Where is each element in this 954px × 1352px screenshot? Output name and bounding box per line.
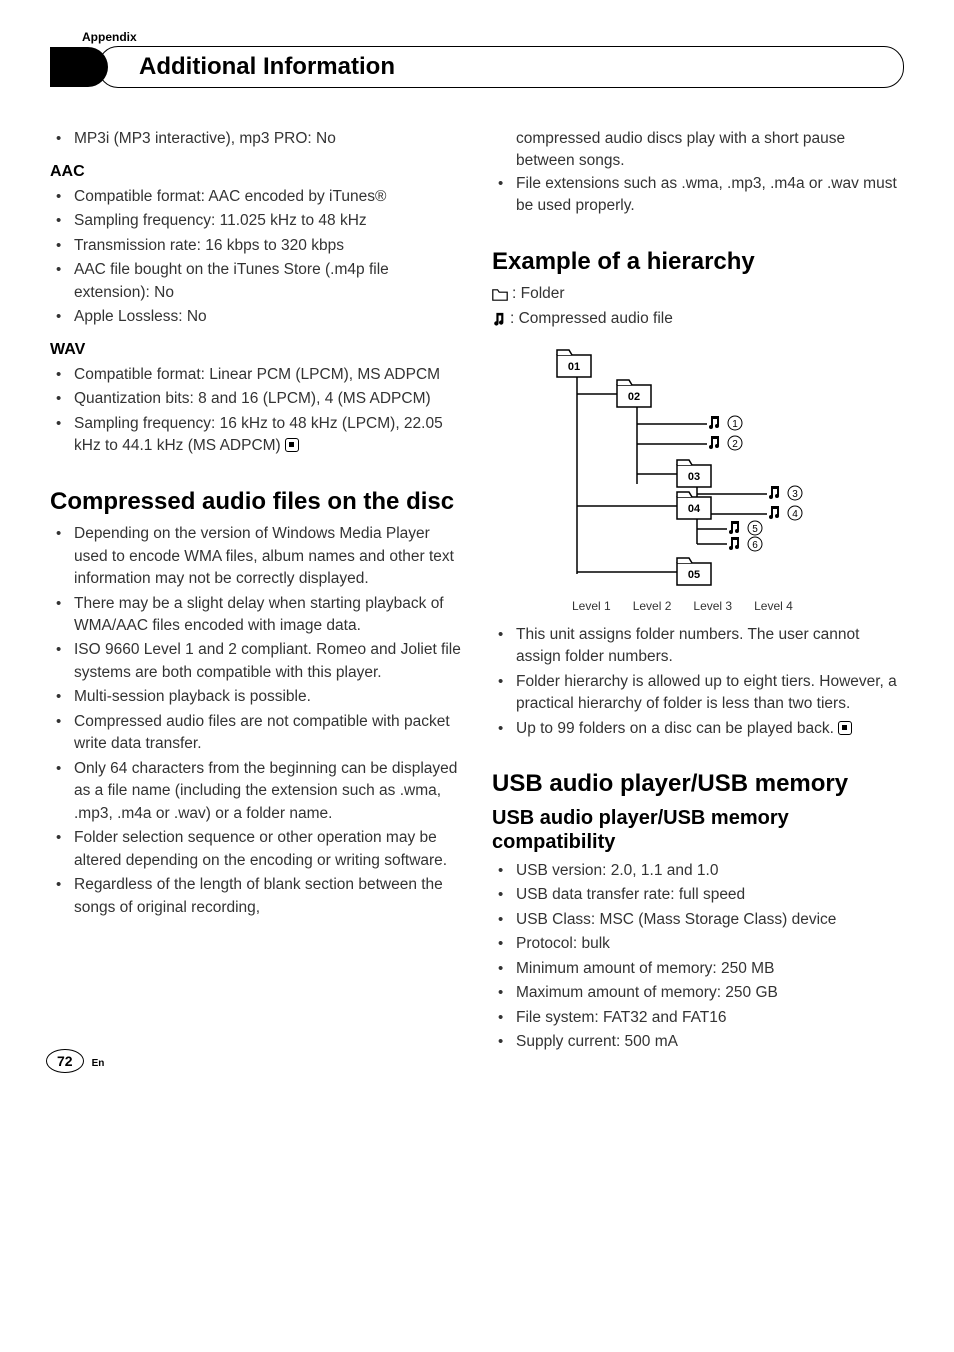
list-item: Minimum amount of memory: 250 MB [492, 958, 904, 980]
list-item: Only 64 characters from the beginning ca… [50, 758, 462, 825]
list-item: Transmission rate: 16 kbps to 320 kbps [50, 235, 462, 257]
lang-label: En [92, 1058, 105, 1069]
list-item: Apple Lossless: No [50, 306, 462, 328]
level-label: Level 3 [693, 598, 732, 615]
list-item: Quantization bits: 8 and 16 (LPCM), 4 (M… [50, 388, 462, 410]
level-labels: Level 1 Level 2 Level 3 Level 4 [572, 598, 904, 615]
stop-icon [838, 721, 852, 735]
svg-text:01: 01 [568, 361, 580, 373]
svg-text:03: 03 [688, 471, 700, 483]
usb-heading: USB audio player/USB memory [492, 770, 904, 798]
list-item: Multi-session playback is possible. [50, 686, 462, 708]
wav-heading: WAV [50, 338, 462, 361]
list-item: This unit assigns folder numbers. The us… [492, 624, 904, 669]
legend-file-label: : Compressed audio file [510, 308, 673, 330]
list-item: Up to 99 folders on a disc can be played… [492, 718, 904, 740]
hierarchy-heading: Example of a hierarchy [492, 248, 904, 276]
svg-text:3: 3 [792, 489, 798, 500]
list-item: Depending on the version of Windows Medi… [50, 523, 462, 590]
list-item: USB version: 2.0, 1.1 and 1.0 [492, 860, 904, 882]
right-column: compressed audio discs play with a short… [492, 128, 904, 1055]
title-container: Additional Information [98, 46, 904, 88]
header-bar: Additional Information [50, 46, 904, 88]
list-item: Compatible format: AAC encoded by iTunes… [50, 186, 462, 208]
list-item: File extensions such as .wma, .mp3, .m4a… [492, 173, 904, 218]
level-label: Level 1 [572, 598, 611, 615]
left-column: MP3i (MP3 interactive), mp3 PRO: No AAC … [50, 128, 462, 1055]
legend-folder: : Folder [492, 283, 904, 305]
page-number: 72 [46, 1049, 84, 1073]
list-item: Regardless of the length of blank sectio… [50, 874, 462, 919]
aac-heading: AAC [50, 160, 462, 183]
list-item: Compressed audio files are not compatibl… [50, 711, 462, 756]
legend-file: : Compressed audio file [492, 308, 904, 330]
list-item: USB Class: MSC (Mass Storage Class) devi… [492, 909, 904, 931]
appendix-label: Appendix [50, 30, 904, 44]
list-item: Sampling frequency: 11.025 kHz to 48 kHz [50, 210, 462, 232]
svg-text:6: 6 [752, 540, 758, 551]
continuation-text: compressed audio discs play with a short… [492, 128, 904, 173]
page-number-badge: 72 En [46, 1049, 104, 1073]
list-item: Compatible format: Linear PCM (LPCM), MS… [50, 364, 462, 386]
list-item: File system: FAT32 and FAT16 [492, 1007, 904, 1029]
list-item: Sampling frequency: 16 kHz to 48 kHz (LP… [50, 413, 462, 458]
list-item: Folder hierarchy is allowed up to eight … [492, 671, 904, 716]
svg-text:5: 5 [752, 524, 758, 535]
stop-icon [285, 438, 299, 452]
music-note-icon [492, 311, 506, 327]
list-item: Supply current: 500 mA [492, 1031, 904, 1053]
svg-text:02: 02 [628, 391, 640, 403]
legend-folder-label: : Folder [512, 283, 565, 305]
list-item: MP3i (MP3 interactive), mp3 PRO: No [50, 128, 462, 150]
list-item: AAC file bought on the iTunes Store (.m4… [50, 259, 462, 304]
list-item: Protocol: bulk [492, 933, 904, 955]
page-title: Additional Information [119, 53, 883, 81]
level-label: Level 2 [633, 598, 672, 615]
svg-text:1: 1 [732, 419, 738, 430]
compressed-heading: Compressed audio files on the disc [50, 488, 462, 516]
usb-subheading: USB audio player/USB memory compatibilit… [492, 806, 904, 854]
folder-icon [492, 289, 508, 301]
svg-text:04: 04 [688, 503, 701, 515]
svg-text:2: 2 [732, 439, 738, 450]
svg-text:4: 4 [792, 509, 798, 520]
list-item: Maximum amount of memory: 250 GB [492, 982, 904, 1004]
svg-text:05: 05 [688, 569, 700, 581]
level-label: Level 4 [754, 598, 793, 615]
list-item: USB data transfer rate: full speed [492, 884, 904, 906]
list-item: Folder selection sequence or other opera… [50, 827, 462, 872]
hierarchy-diagram: 01 02 03 [532, 344, 904, 615]
list-item: ISO 9660 Level 1 and 2 compliant. Romeo … [50, 639, 462, 684]
list-item: There may be a slight delay when startin… [50, 593, 462, 638]
